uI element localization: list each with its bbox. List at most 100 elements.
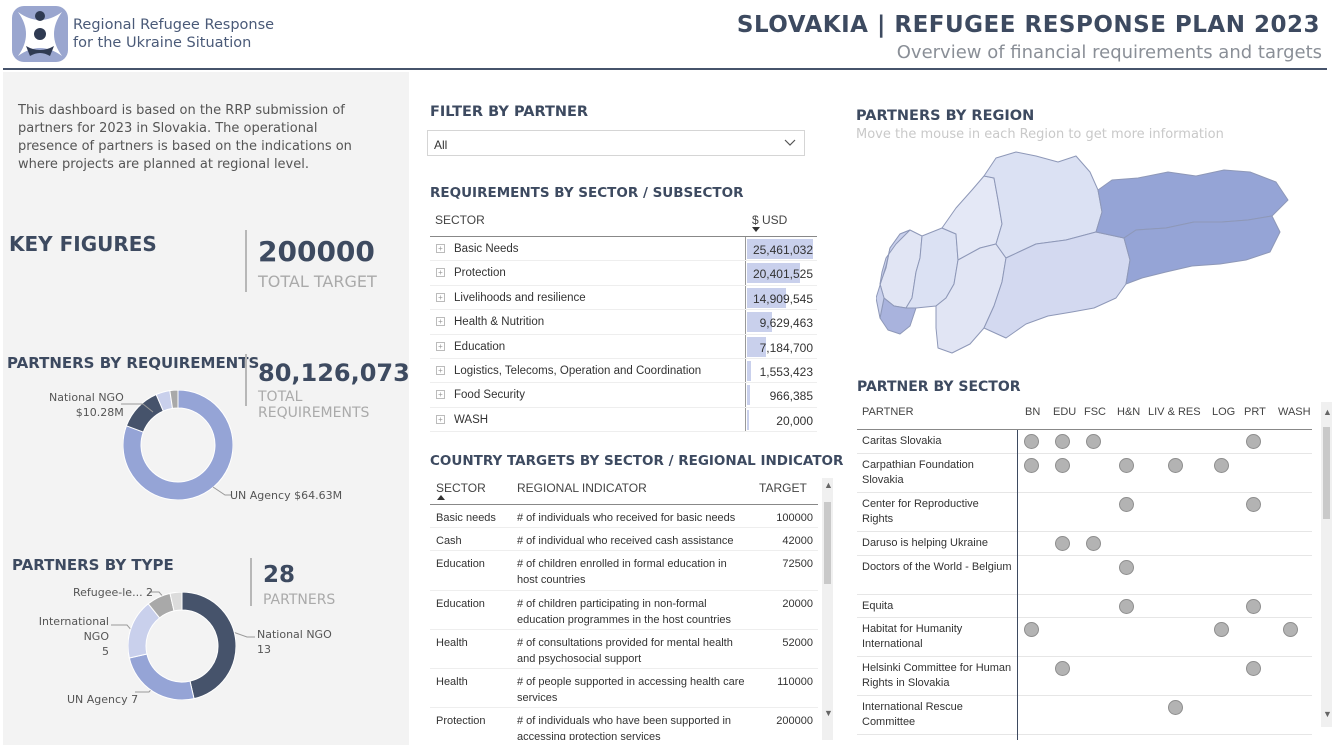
target-row[interactable]: Education # of children enrolled in forma…: [430, 551, 818, 591]
requirements-row[interactable]: + Food Security 966,385: [430, 383, 817, 408]
page-title: SLOVAKIA | REFUGEE RESPONSE PLAN 2023: [736, 12, 1320, 38]
requirements-rows: + Basic Needs 25,461,032 + Protection 20,401,…: [430, 237, 817, 433]
partner-scrollbar[interactable]: [1321, 402, 1332, 727]
partner-row[interactable]: Habitat for Humanity International: [857, 618, 1312, 657]
column-divider: [745, 383, 746, 407]
target-row[interactable]: Health # of people supported in accessing…: [430, 669, 818, 708]
donut-slice-other[interactable]: [169, 592, 183, 612]
sector-presence-dot-icon: [1119, 497, 1134, 512]
col-target[interactable]: TARGET: [759, 481, 807, 495]
region-title: PARTNERS BY REGION: [856, 108, 1035, 124]
target-value: 20000: [782, 598, 813, 610]
type-label-intl-value: 5: [102, 645, 109, 658]
partner-name: Equita: [862, 600, 894, 612]
sector-presence-dot-icon: [1168, 458, 1183, 473]
target-row[interactable]: Protection # of individuals who have been…: [430, 708, 818, 740]
type-label-national-name: National NGO: [257, 628, 332, 641]
col-target-sector[interactable]: SECTOR: [436, 481, 486, 495]
partners-count-value: 28: [263, 562, 296, 588]
partner-row[interactable]: International Rescue Committee: [857, 696, 1312, 735]
target-value: 100000: [776, 512, 813, 524]
col-bn[interactable]: BN: [1025, 406, 1041, 418]
expand-icon[interactable]: +: [436, 365, 445, 375]
expand-icon[interactable]: +: [436, 414, 445, 424]
partner-filter-select[interactable]: All: [427, 130, 805, 156]
partner-sector-divider: [1017, 430, 1018, 740]
partner-type-donut[interactable]: [128, 592, 236, 700]
expand-icon[interactable]: +: [436, 268, 445, 278]
sector-presence-dot-icon: [1086, 434, 1101, 449]
expand-icon[interactable]: +: [436, 390, 445, 400]
requirements-row[interactable]: + Livelihoods and resilience 14,909,545: [430, 285, 817, 311]
requirements-row[interactable]: + Protection 20,401,525: [430, 261, 817, 286]
target-row[interactable]: Education # of children participating in …: [430, 591, 818, 630]
col-partner[interactable]: PARTNER: [862, 406, 914, 418]
type-label-intl-name: International NGO: [38, 615, 109, 643]
col-prt[interactable]: PRT: [1244, 406, 1266, 418]
col-edu[interactable]: EDU: [1053, 406, 1077, 418]
requirements-row[interactable]: + Education 7,184,700: [430, 334, 817, 359]
expand-icon[interactable]: +: [436, 244, 445, 253]
requirements-row[interactable]: + Health & Nutrition 9,629,463: [430, 310, 817, 335]
partner-row[interactable]: Doctors of the World - Belgium: [857, 556, 1312, 595]
partner-row[interactable]: Center for Reproductive Rights: [857, 493, 1312, 532]
partner-scroll-up-icon[interactable]: ▲: [1323, 407, 1332, 417]
partner-scrollbar-thumb[interactable]: [1323, 427, 1330, 519]
col-liv-res[interactable]: LIV & RES: [1148, 406, 1201, 418]
column-divider: [745, 261, 746, 285]
target-row[interactable]: Basic needs # of individuals who received…: [430, 505, 818, 528]
scroll-up-icon[interactable]: ▲: [824, 480, 833, 490]
slovakia-region-map[interactable]: [876, 148, 1296, 358]
target-indicator: # of individuals who received for basic …: [517, 512, 736, 524]
column-divider: [745, 358, 746, 383]
expand-icon[interactable]: +: [436, 317, 445, 327]
col-usd[interactable]: $ USD: [752, 213, 788, 227]
filter-title: FILTER BY PARTNER: [430, 104, 589, 120]
partner-scroll-down-icon[interactable]: ▼: [1323, 709, 1332, 719]
col-wash[interactable]: WASH: [1278, 406, 1311, 418]
col-fsc[interactable]: FSC: [1084, 406, 1106, 418]
requirements-donut[interactable]: [123, 390, 233, 500]
targets-scrollbar-thumb[interactable]: [824, 502, 831, 584]
col-log[interactable]: LOG: [1212, 406, 1236, 418]
partner-row[interactable]: Helsinki Committee for Human Rights in S…: [857, 657, 1312, 696]
type-label-intl: International NGO 5: [17, 614, 109, 659]
partner-row[interactable]: Carpathian Foundation Slovakia: [857, 454, 1312, 493]
target-row[interactable]: Health # of consultations provided for me…: [430, 630, 818, 669]
col-regional-indicator[interactable]: REGIONAL INDICATOR: [517, 481, 647, 495]
col-h-n[interactable]: H&N: [1117, 406, 1141, 418]
partner-name: Helsinki Committee for Human Rights in S…: [862, 662, 1012, 689]
req-label-national-name: National NGO: [49, 391, 124, 404]
col-sector[interactable]: SECTOR: [435, 213, 485, 227]
partner-row[interactable]: Equita: [857, 595, 1312, 618]
expand-icon[interactable]: +: [436, 292, 445, 302]
target-indicator: # of individuals who have been supported…: [517, 715, 732, 740]
partner-row[interactable]: Caritas Slovakia: [857, 430, 1312, 454]
partner-name: Carpathian Foundation Slovakia: [862, 459, 974, 486]
sector-name: Livelihoods and resilience: [454, 291, 586, 304]
requirements-row[interactable]: + Basic Needs 25,461,032: [430, 237, 817, 262]
target-row[interactable]: Cash # of individual who received cash as…: [430, 528, 818, 551]
target-sector: Education: [436, 598, 485, 610]
requirements-row[interactable]: + Logistics, Telecoms, Operation and Coor…: [430, 358, 817, 384]
donut-slice-other2[interactable]: [169, 390, 179, 409]
sector-presence-dot-icon: [1055, 458, 1070, 473]
sector-presence-dot-icon: [1055, 434, 1070, 449]
sector-presence-dot-icon: [1283, 622, 1298, 637]
req-label-national: National NGO $10.28M: [49, 390, 124, 420]
sort-asc-icon: [437, 495, 445, 500]
usd-bar: [747, 263, 800, 284]
expand-icon[interactable]: +: [436, 341, 445, 351]
targets-scrollbar[interactable]: [822, 478, 833, 740]
partner-filter-value: All: [434, 138, 448, 152]
page-header: Regional Refugee Response for the Ukrain…: [0, 0, 1342, 70]
sector-presence-dot-icon: [1168, 700, 1183, 715]
requirements-row[interactable]: + WASH 20,000: [430, 407, 817, 433]
usd-value: 14,909,545: [752, 291, 813, 306]
donut-slice-un-agency[interactable]: [128, 653, 195, 700]
donut-slice-un-agency[interactable]: [123, 390, 233, 500]
scroll-down-icon[interactable]: ▼: [824, 708, 833, 718]
partners-by-type-title: PARTNERS BY TYPE: [12, 556, 174, 574]
partner-row[interactable]: Daruso is helping Ukraine: [857, 532, 1312, 556]
sector-presence-dot-icon: [1214, 458, 1229, 473]
